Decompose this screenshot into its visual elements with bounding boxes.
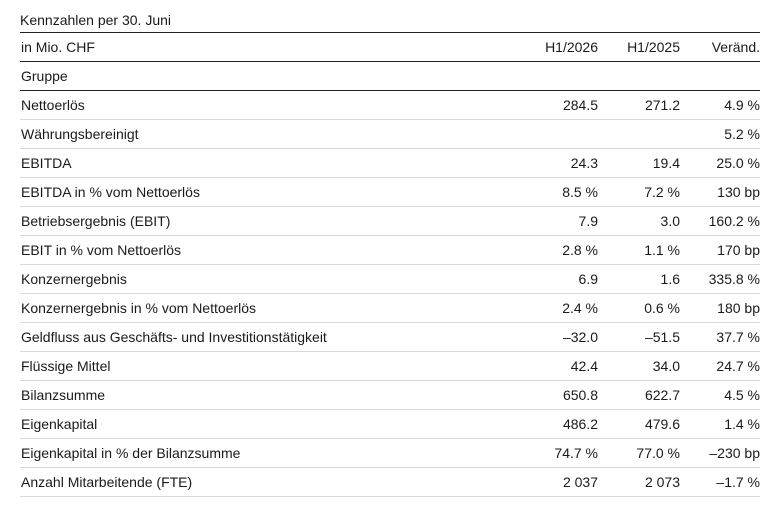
- prior-value: [600, 119, 682, 149]
- current-value: 74.7 %: [450, 438, 600, 468]
- change-value: 180 bp: [682, 293, 760, 323]
- table-row: Betriebsergebnis (EBIT) 7.9 3.0 160.2 %: [20, 206, 760, 236]
- row-label: Bilanzsumme: [20, 380, 450, 410]
- change-value: 5.2 %: [682, 119, 760, 149]
- row-label: EBITDA in % vom Nettoerlös: [20, 177, 450, 207]
- change-value: –230 bp: [682, 438, 760, 468]
- key-figures-table: in Mio. CHF H1/2026 H1/2025 Veränd. Grup…: [20, 32, 760, 497]
- table-row: EBITDA in % vom Nettoerlös 8.5 % 7.2 % 130 …: [20, 177, 760, 207]
- prior-value: 271.2: [600, 90, 682, 120]
- current-value: 650.8: [450, 380, 600, 410]
- prior-value: 19.4: [600, 148, 682, 178]
- prior-value: 3.0: [600, 206, 682, 236]
- current-value: 24.3: [450, 148, 600, 178]
- table-row: Flüssige Mittel 42.4 34.0 24.7 %: [20, 351, 760, 381]
- row-label: EBIT in % vom Nettoerlös: [20, 235, 450, 265]
- header-row: in Mio. CHF H1/2026 H1/2025 Veränd.: [20, 32, 760, 62]
- current-value: 6.9: [450, 264, 600, 294]
- change-value: 4.9 %: [682, 90, 760, 120]
- change-value: 4.5 %: [682, 380, 760, 410]
- current-value: 2.4 %: [450, 293, 600, 323]
- row-label: Eigenkapital: [20, 409, 450, 439]
- prior-value: 622.7: [600, 380, 682, 410]
- change-value: 335.8 %: [682, 264, 760, 294]
- row-label: Nettoerlös: [20, 90, 450, 120]
- change-value: 1.4 %: [682, 409, 760, 439]
- row-label: Eigenkapital in % der Bilanzsumme: [20, 438, 450, 468]
- row-label: Geldfluss aus Geschäfts- und Investition…: [20, 322, 450, 352]
- prior-value: 7.2 %: [600, 177, 682, 207]
- row-label: Betriebsergebnis (EBIT): [20, 206, 450, 236]
- row-label: Währungsbereinigt: [20, 119, 450, 149]
- section-label: Gruppe: [20, 61, 760, 91]
- table-row: Währungsbereinigt 5.2 %: [20, 119, 760, 149]
- prior-value: 1.6: [600, 264, 682, 294]
- prior-value: 77.0 %: [600, 438, 682, 468]
- table-row: EBIT in % vom Nettoerlös 2.8 % 1.1 % 170 bp: [20, 235, 760, 265]
- change-value: 25.0 %: [682, 148, 760, 178]
- prior-value: 0.6 %: [600, 293, 682, 323]
- table-row: Konzernergebnis in % vom Nettoerlös 2.4 %…: [20, 293, 760, 323]
- prior-period-header: H1/2025: [600, 32, 682, 62]
- current-period-header: H1/2026: [450, 32, 600, 62]
- prior-value: 34.0: [600, 351, 682, 381]
- table-row: EBITDA 24.3 19.4 25.0 %: [20, 148, 760, 178]
- current-value: 7.9: [450, 206, 600, 236]
- table-row: Anzahl Mitarbeitende (FTE) 2 037 2 073 –1.7…: [20, 467, 760, 497]
- table-row: Eigenkapital 486.2 479.6 1.4 %: [20, 409, 760, 439]
- current-value: 2 037: [450, 467, 600, 497]
- change-value: 130 bp: [682, 177, 760, 207]
- table-row: Geldfluss aus Geschäfts- und Investition…: [20, 322, 760, 352]
- table-row: Bilanzsumme 650.8 622.7 4.5 %: [20, 380, 760, 410]
- current-value: –32.0: [450, 322, 600, 352]
- table-caption: Kennzahlen per 30. Juni: [20, 12, 171, 28]
- change-value: 170 bp: [682, 235, 760, 265]
- change-header: Veränd.: [682, 32, 760, 62]
- section-row: Gruppe: [20, 61, 760, 91]
- current-value: 486.2: [450, 409, 600, 439]
- current-value: 2.8 %: [450, 235, 600, 265]
- prior-value: 1.1 %: [600, 235, 682, 265]
- change-value: 37.7 %: [682, 322, 760, 352]
- row-label: Anzahl Mitarbeitende (FTE): [20, 467, 450, 497]
- prior-value: 479.6: [600, 409, 682, 439]
- row-label: Flüssige Mittel: [20, 351, 450, 381]
- unit-header: in Mio. CHF: [20, 32, 450, 62]
- row-label: Konzernergebnis in % vom Nettoerlös: [20, 293, 450, 323]
- row-label: Konzernergebnis: [20, 264, 450, 294]
- table-row: Eigenkapital in % der Bilanzsumme 74.7 % 7…: [20, 438, 760, 468]
- row-label: EBITDA: [20, 148, 450, 178]
- table-row: Konzernergebnis 6.9 1.6 335.8 %: [20, 264, 760, 294]
- current-value: 8.5 %: [450, 177, 600, 207]
- current-value: 42.4: [450, 351, 600, 381]
- table-row: Nettoerlös 284.5 271.2 4.9 %: [20, 90, 760, 120]
- current-value: [450, 119, 600, 149]
- key-figures-table-container: Kennzahlen per 30. Juni in Mio. CHF H1/2…: [20, 10, 760, 497]
- change-value: –1.7 %: [682, 467, 760, 497]
- prior-value: –51.5: [600, 322, 682, 352]
- current-value: 284.5: [450, 90, 600, 120]
- prior-value: 2 073: [600, 467, 682, 497]
- change-value: 160.2 %: [682, 206, 760, 236]
- change-value: 24.7 %: [682, 351, 760, 381]
